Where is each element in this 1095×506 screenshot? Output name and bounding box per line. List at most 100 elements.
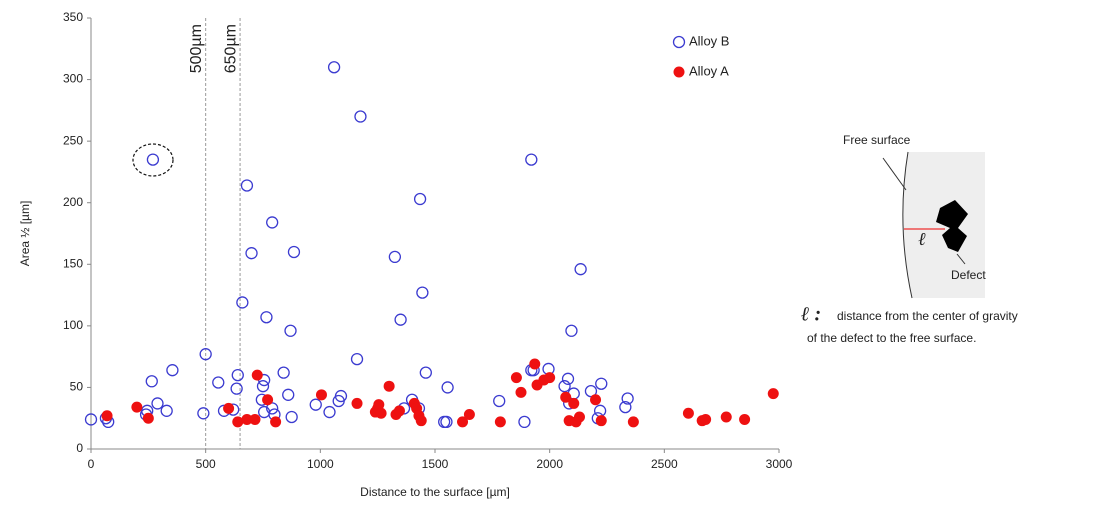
point [166,364,179,377]
point [627,416,639,428]
point [544,372,556,384]
point [441,381,454,394]
label-free-surface: Free surface [843,133,911,147]
point [383,380,395,392]
point [565,324,578,337]
point [393,405,405,417]
legend-marker [673,66,685,78]
point [145,375,158,388]
point [287,245,301,259]
chart: 0 50 100 150 200 250 300 350 0 500 1000 1500 2000 250… [18,10,792,499]
point [419,366,432,379]
point [315,389,327,401]
point [309,398,322,411]
point [240,179,254,192]
point [354,110,367,123]
point [621,392,634,405]
point [230,382,243,395]
point [151,397,164,410]
point [561,372,575,385]
point [223,402,235,414]
point [245,247,258,260]
point [131,401,143,413]
point [595,377,608,390]
x-tick-label: 2000 [536,457,563,471]
point [515,386,527,398]
point [285,410,298,424]
point [518,415,531,429]
point [584,384,598,398]
point [373,399,385,411]
point [493,394,506,408]
y-axis-label: Area ½ [µm] [18,201,32,267]
point [270,416,282,428]
x-axis-label: Distance to the surface [µm] [360,485,510,499]
point [262,394,274,406]
point [440,415,453,429]
point [413,192,427,206]
pointer [882,157,907,191]
point [284,324,297,337]
point [334,389,348,403]
point [739,413,751,425]
point [682,407,694,419]
point [101,410,113,422]
point [199,348,212,361]
point [619,400,632,414]
reference-label: 650µm [222,24,239,73]
legend-label: Alloy B [689,33,729,48]
defect-diagram: Free surface ℓ Defect ℓ : distance from … [801,133,1018,345]
point [720,411,732,423]
point [251,369,263,381]
point [146,153,160,166]
legend-label: Alloy A [689,63,729,78]
reference-label: 500µm [188,24,205,73]
point [350,352,364,366]
free-surface-line [902,151,913,299]
point [593,404,607,417]
y-tick-label: 100 [63,318,83,332]
point [160,404,173,417]
point [388,250,402,264]
point [767,388,779,400]
point [573,411,585,423]
point [231,368,244,382]
point [375,407,387,419]
point [529,358,541,370]
point [457,416,469,428]
label-symbol: ℓ [918,229,926,249]
point [249,413,261,425]
point [212,376,225,389]
highlight-ellipse [132,143,174,177]
point [558,380,571,393]
point [568,397,580,409]
x-tick-label: 3000 [766,457,793,471]
point [595,415,607,427]
point [463,409,475,421]
point [266,402,279,415]
label-defect: Defect [951,268,986,282]
point [260,311,273,324]
point [197,407,210,420]
point [415,415,427,427]
x-tick-label: 500 [196,457,216,471]
point [416,286,429,299]
point [323,405,336,419]
point [266,216,279,229]
point [142,412,154,424]
legend-marker [672,35,686,49]
y-tick-label: 350 [63,10,83,24]
point [327,61,341,74]
point [282,388,295,401]
point [560,391,572,403]
point [256,380,270,393]
x-tick-label: 2500 [651,457,678,471]
caption-symbol: ℓ : [801,304,821,326]
point [236,296,249,309]
point [574,263,587,276]
y-tick-label: 50 [70,380,84,394]
defect-shape [936,200,968,252]
point [590,394,602,406]
point [84,413,98,426]
